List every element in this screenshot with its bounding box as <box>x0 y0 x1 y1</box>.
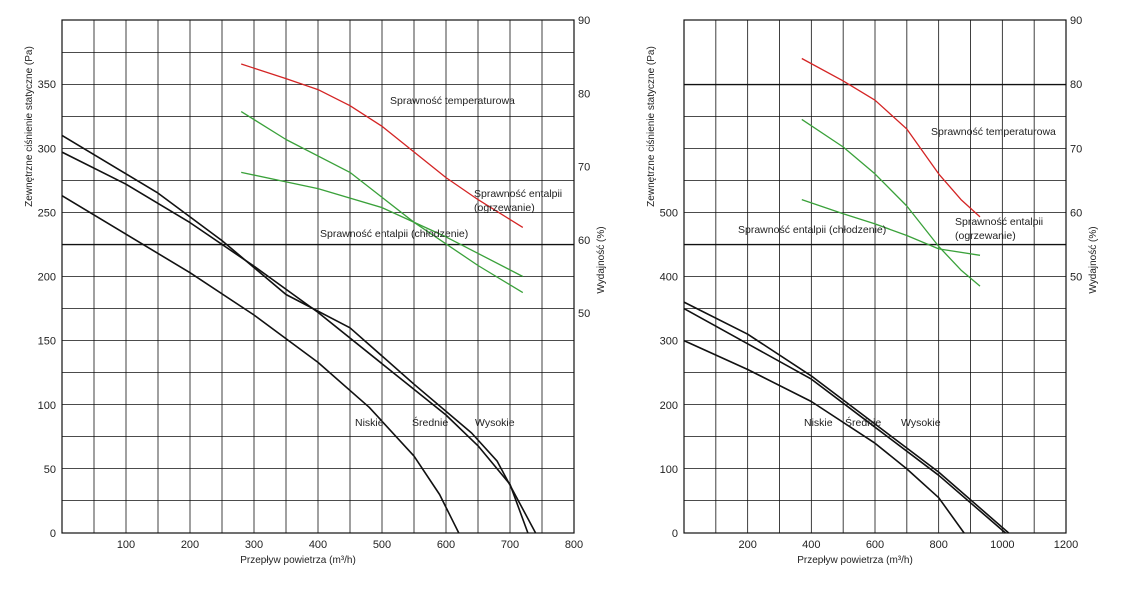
y-tick-label: 300 <box>660 336 678 348</box>
chart-2: 200 400 600 800 1000 1200 0 100 200 300 400 500 50 60… <box>646 15 1099 566</box>
y2-tick-label: 60 <box>578 235 590 247</box>
y-axis-label: Zewnętrzne ciśnienie statyczne (Pa) <box>646 46 657 207</box>
y-tick-label: 350 <box>38 79 56 91</box>
y-tick-label: 0 <box>672 528 678 540</box>
x-tick-label: 100 <box>117 539 135 551</box>
x-axis-label: Przepływ powietrza (m³/h) <box>797 555 913 566</box>
y-tick-label: 200 <box>38 272 56 284</box>
y2-tick-label: 90 <box>578 15 590 27</box>
y2-tick-label: 70 <box>1070 143 1082 155</box>
annotation-medium: Średnie <box>845 416 881 429</box>
annotation-enthalpy-heating-sub: (ogrzewanie) <box>955 230 1016 242</box>
y-tick-label: 300 <box>38 143 56 155</box>
annotation-enthalpy-cooling: Sprawność entalpii (chłodzenie) <box>320 228 468 240</box>
y-tick-label: 50 <box>44 464 56 476</box>
series-line-niskie <box>61 195 460 534</box>
series-line-rednie <box>61 151 529 534</box>
y-tick-label: 200 <box>660 400 678 412</box>
x-axis-label: Przepływ powietrza (m³/h) <box>240 555 356 566</box>
y-tick-label: 150 <box>38 336 56 348</box>
annotation-temperature: Sprawność temperaturowa <box>931 126 1056 138</box>
series-line-rednie <box>683 307 1007 534</box>
annotation-enthalpy-heating: Sprawność entalpii <box>955 216 1043 228</box>
series-line-wysokie <box>61 134 537 534</box>
annotation-high: Wysokie <box>901 417 941 429</box>
plot-frame <box>61 19 575 534</box>
annotation-high: Wysokie <box>475 417 515 429</box>
x-tick-label: 800 <box>929 539 947 551</box>
y-tick-label: 100 <box>660 464 678 476</box>
y-tick-label: 400 <box>660 272 678 284</box>
x-tick-label: 200 <box>181 539 199 551</box>
x-tick-label: 1000 <box>990 539 1014 551</box>
y2-tick-label: 50 <box>578 308 590 320</box>
annotation-enthalpy-cooling: Sprawność entalpii (chłodzenie) <box>738 224 886 236</box>
series-line-sprawno-entalpii-ch-odzenie <box>801 198 981 256</box>
x-tick-label: 600 <box>437 539 455 551</box>
series-line-niskie <box>683 339 965 534</box>
annotation-medium: Średnie <box>412 416 448 429</box>
y-axis-label: Zewnętrzne ciśnienie statyczne (Pa) <box>24 46 35 207</box>
x-tick-label: 500 <box>373 539 391 551</box>
annotation-enthalpy-heating: Sprawność entalpii <box>474 188 562 200</box>
x-tick-label: 1200 <box>1054 539 1078 551</box>
y2-tick-label: 80 <box>1070 79 1082 91</box>
y2-tick-label: 70 <box>578 162 590 174</box>
series-line-sprawno-entalpii-ogrzewanie <box>240 111 524 294</box>
series-line-sprawno-entalpii-ogrzewanie <box>801 118 981 287</box>
annotation-enthalpy-heating-sub: (ogrzewanie) <box>474 202 535 214</box>
x-tick-label: 400 <box>802 539 820 551</box>
x-tick-label: 600 <box>866 539 884 551</box>
y2-tick-label: 50 <box>1070 272 1082 284</box>
y2-tick-label: 80 <box>578 88 590 100</box>
y2-axis-label: Wydajność (%) <box>1088 226 1099 293</box>
y-tick-label: 100 <box>38 400 56 412</box>
series-line-sprawno-entalpii-ch-odzenie <box>241 171 524 278</box>
x-tick-label: 400 <box>309 539 327 551</box>
chart-1: 100 200 300 400 500 600 700 800 0 50 100 150 200 250 3… <box>24 15 607 566</box>
annotation-low: Niskie <box>804 417 833 429</box>
annotation-temperature: Sprawność temperaturowa <box>390 95 515 107</box>
series-line-sprawno-temperaturowa <box>801 57 981 218</box>
y2-tick-label: 60 <box>1070 207 1082 219</box>
series-line-wysokie <box>683 301 1010 534</box>
y-tick-label: 500 <box>660 207 678 219</box>
y2-axis-label: Wydajność (%) <box>596 226 607 293</box>
y2-tick-label: 90 <box>1070 15 1082 27</box>
x-tick-label: 300 <box>245 539 263 551</box>
plot-frame <box>683 19 1067 534</box>
y-tick-label: 250 <box>38 207 56 219</box>
series-line-sprawno-temperaturowa <box>240 63 524 228</box>
annotation-low: Niskie <box>355 417 384 429</box>
x-tick-label: 800 <box>565 539 583 551</box>
y-tick-label: 0 <box>50 528 56 540</box>
x-tick-label: 700 <box>501 539 519 551</box>
x-tick-label: 200 <box>738 539 756 551</box>
